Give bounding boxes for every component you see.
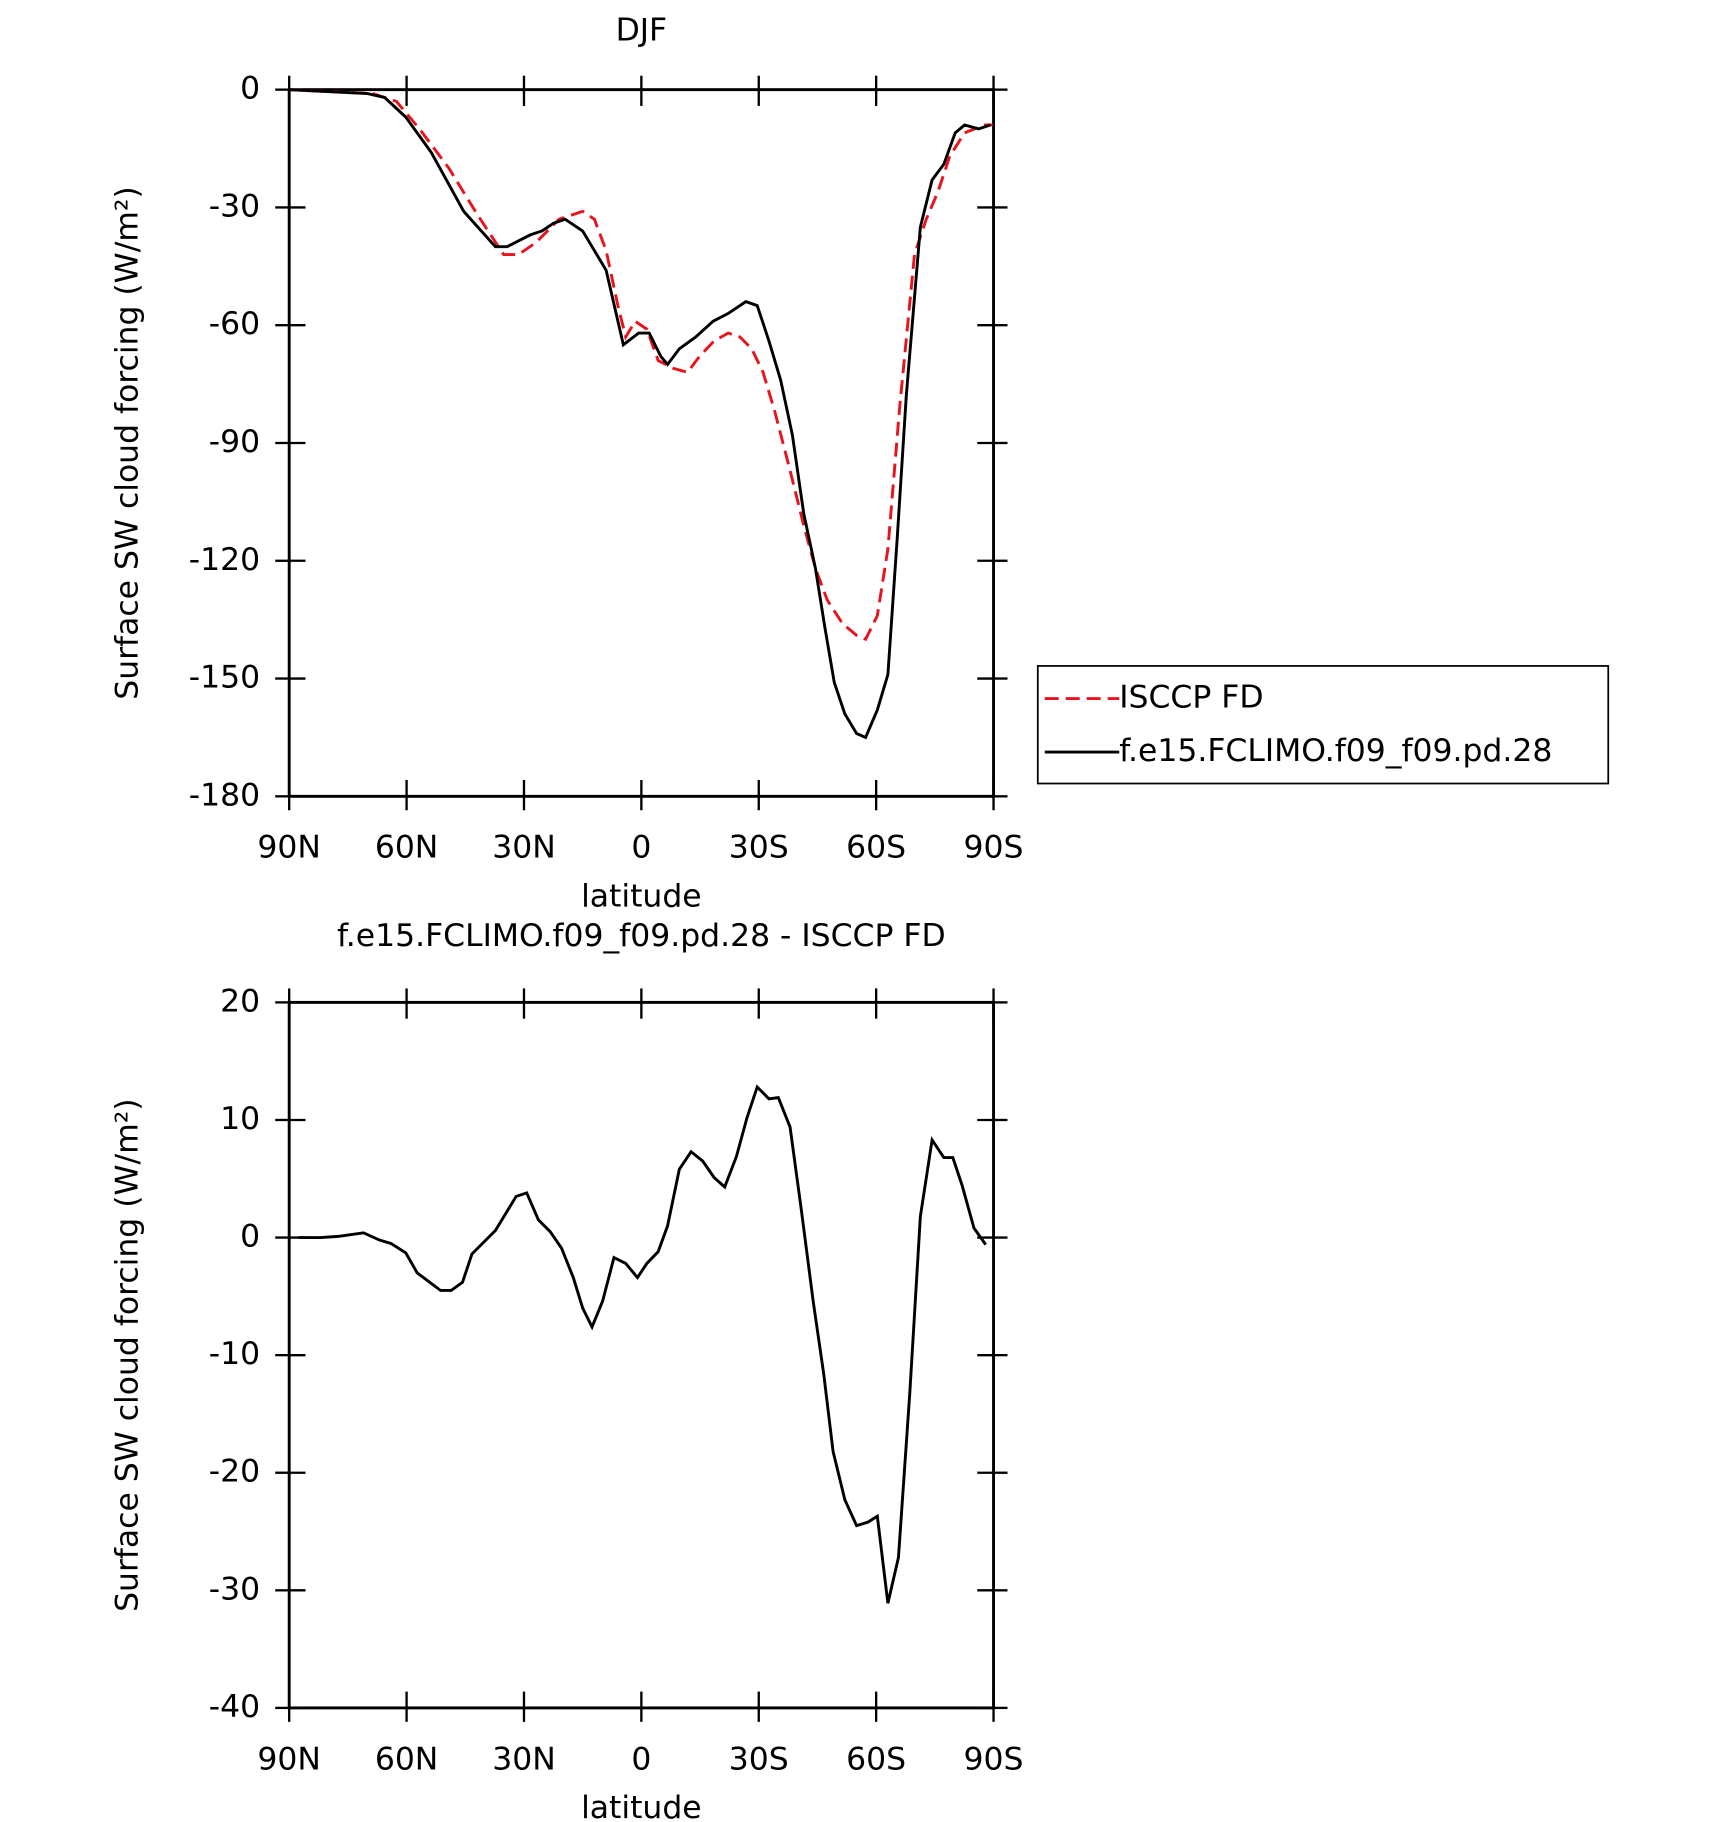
x-tick-label: 90S (964, 830, 1024, 866)
y-tick-label: -30 (209, 1571, 260, 1607)
plot-frame (287, 1000, 995, 1710)
data-line (289, 88, 991, 740)
y-tick-label: -10 (209, 1336, 260, 1372)
x-tick-label: 0 (631, 830, 651, 866)
y-tick-label: 20 (220, 983, 260, 1019)
y-tick-label: 10 (220, 1101, 260, 1137)
y-tick-label: -150 (189, 660, 260, 696)
chart-title: DJF (616, 12, 668, 48)
x-tick-label: 60N (375, 830, 439, 866)
x-tick-label: 30N (492, 830, 556, 866)
x-tick-label: 30N (492, 1741, 556, 1777)
y-tick-label: -60 (209, 306, 260, 342)
x-tick-label: 30S (729, 830, 789, 866)
x-axis-label: latitude (581, 1790, 702, 1822)
x-axis-label: latitude (581, 879, 702, 915)
x-tick-label: 60N (375, 1741, 439, 1777)
y-tick-label: -40 (209, 1689, 260, 1725)
x-tick-label: 0 (631, 1741, 651, 1777)
plot-frame (287, 88, 995, 798)
y-tick-label: -90 (209, 424, 260, 460)
legend-label: ISCCP FD (1119, 680, 1263, 716)
y-tick-label: -20 (209, 1454, 260, 1490)
y-axis-label: Surface SW cloud forcing (W/m²) (110, 186, 146, 700)
x-tick-label: 30S (729, 1741, 789, 1777)
y-tick-label: -120 (189, 542, 260, 578)
data-line (298, 1084, 987, 1604)
chart-title: f.e15.FCLIMO.f09_f09.pd.28 - ISCCP FD (337, 918, 946, 954)
x-tick-label: 60S (846, 830, 906, 866)
data-line (289, 88, 993, 642)
y-tick-label: 0 (240, 1219, 260, 1255)
x-tick-label: 90N (257, 830, 320, 866)
x-tick-label: 60S (846, 1741, 906, 1777)
legend-box (1036, 665, 1610, 785)
legend-label: f.e15.FCLIMO.f09_f09.pd.28 (1119, 733, 1552, 769)
y-tick-label: 0 (240, 71, 260, 107)
y-axis-label: Surface SW cloud forcing (W/m²) (110, 1098, 146, 1612)
y-tick-label: -30 (209, 188, 260, 224)
y-tick-label: -180 (189, 777, 260, 813)
x-tick-label: 90N (257, 1741, 320, 1777)
x-tick-label: 90S (964, 1741, 1024, 1777)
